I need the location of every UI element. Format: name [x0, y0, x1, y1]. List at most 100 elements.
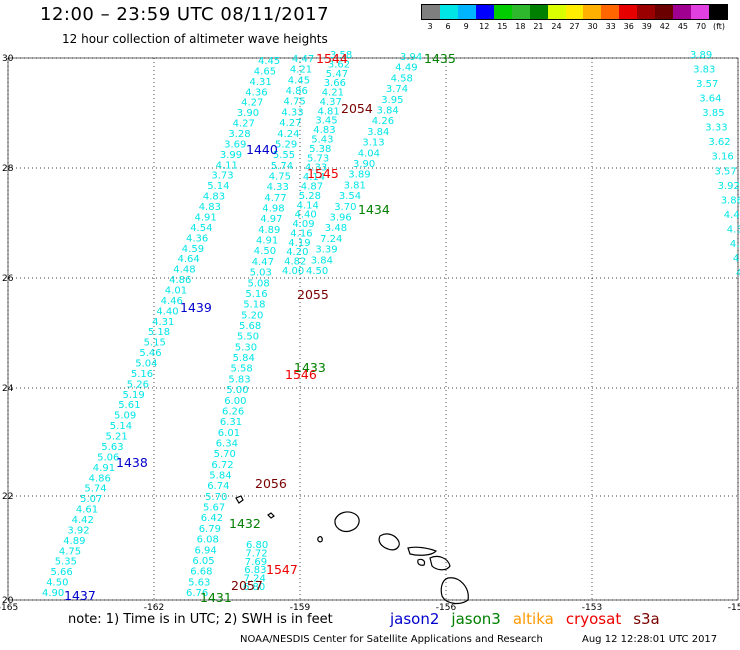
wave-height-label: 5.50 — [237, 332, 259, 343]
wave-height-label: 7.24 — [320, 234, 342, 245]
wave-height-label: 3.81 — [344, 180, 366, 191]
wave-height-label: 6.26 — [222, 406, 244, 417]
lon-tick-label: -165 — [0, 603, 18, 610]
legend-label: 24 — [551, 22, 562, 31]
wave-height-label: 3.73 — [211, 171, 233, 182]
legend-label: 21 — [533, 22, 544, 31]
satellite-name: altika — [512, 610, 554, 628]
wave-height-label: 5.00 — [226, 385, 248, 396]
legend-swatch — [583, 5, 602, 19]
legend-swatch — [619, 5, 638, 19]
credit-line: NOAA/NESDIS Center for Satellite Applica… — [240, 634, 543, 645]
wave-height-label: 3.92 — [67, 525, 89, 536]
island-hawaii — [440, 577, 469, 605]
pass-time-label: 1547 — [266, 562, 298, 577]
wave-height-label: 7.72 — [245, 548, 267, 559]
wave-height-label: 6.76 — [186, 588, 208, 599]
wave-height-label: 5.84 — [233, 353, 255, 364]
wave-height-label: 4.40 — [295, 210, 317, 221]
wave-height-label: 4.49 — [395, 63, 417, 74]
wave-height-label: 5.18 — [148, 327, 170, 338]
wave-height-label: 5.83 — [228, 374, 250, 385]
lon-tick-label: -156 — [436, 603, 457, 610]
wave-height-label: 6.79 — [199, 524, 221, 535]
wave-height-label: 4.75 — [284, 97, 306, 108]
wave-height-label: 4.45 — [288, 75, 310, 86]
pass-time-label: 1544 — [316, 51, 348, 66]
wave-height-label: 3.28 — [228, 129, 250, 140]
lon-tick-label: -150 — [728, 603, 740, 610]
legend-swatch — [691, 5, 709, 19]
wave-height-label: 5.18 — [243, 300, 265, 311]
legend-swatch — [422, 5, 440, 19]
wave-height-label: 4.65 — [254, 66, 276, 77]
wave-height-label: 3.13 — [362, 138, 384, 149]
wave-height-label: 4.91 — [195, 213, 217, 224]
wave-height-label: 4.11 — [216, 160, 238, 171]
wave-height-label: 5.15 — [144, 338, 166, 349]
wave-height-label: 4.21 — [290, 65, 312, 76]
wave-height-label: 3.95 — [381, 95, 403, 106]
wave-height-label: 7.24 — [244, 574, 266, 585]
wave-height-label: 3.74 — [386, 84, 408, 95]
legend-label: 3 — [427, 22, 433, 31]
islet-1 — [235, 495, 244, 504]
island-maui — [429, 555, 451, 571]
wave-height-label: 3.84 — [377, 106, 399, 117]
wave-height-label: 3.48 — [325, 223, 347, 234]
wave-height-label: 5.35 — [55, 557, 77, 568]
wave-height-label: 5.63 — [101, 442, 123, 453]
legend-label: 33 — [605, 22, 616, 31]
legend-label: (ft) — [713, 22, 726, 31]
lon-tick-label: -162 — [144, 603, 164, 610]
wave-height-label: 4.50 — [306, 266, 328, 277]
island-niihau — [317, 535, 323, 543]
wave-height-label: 6.80 — [246, 540, 268, 551]
wave-height-label: 3.69 — [224, 140, 246, 151]
wave-height-label: 5.74 — [84, 484, 106, 495]
legend-swatch — [601, 5, 620, 19]
wave-height-label: 3.90 — [353, 159, 375, 170]
legend-swatch — [547, 5, 566, 19]
wave-height-label: 4.40 — [156, 306, 178, 317]
wave-height-label: 5.58 — [231, 364, 253, 375]
satellite-name: jason3 — [451, 610, 501, 628]
wave-height-label: 5.06 — [97, 452, 119, 463]
wave-height-label: 4.91 — [256, 236, 278, 247]
island-oahu — [378, 533, 400, 551]
legend-label: 6 — [445, 22, 451, 31]
wave-height-label: 4.26 — [372, 116, 394, 127]
legend-swatch — [655, 5, 674, 19]
wave-height-map: -165 -162 -159 -156 -153 -150 30 28 26 24 22 20 4.4… — [0, 50, 740, 610]
wave-height-label: 4.89 — [258, 225, 280, 236]
wave-height-label: 3.70 — [334, 202, 356, 213]
map-subtitle: 12 hour collection of altimeter wave hei… — [62, 32, 328, 46]
legend-swatches — [421, 4, 728, 20]
wave-height-label: 5.26 — [127, 379, 149, 390]
legend-labels: 3 6 9 12 15 18 21 24 27 30 33 36 39 42 45 70 (ft) — [421, 22, 728, 31]
wave-height-label: 4.83 — [199, 202, 221, 213]
wave-height-label: 4.86 — [286, 86, 308, 97]
wave-height-label: 6.72 — [211, 460, 233, 471]
legend-swatch — [565, 5, 584, 19]
islet-2 — [267, 512, 275, 519]
pass-time-label: 1439 — [180, 300, 212, 315]
legend-swatch — [637, 5, 656, 19]
pass-time-label: 2054 — [341, 101, 373, 116]
wave-height-label: 5.03 — [250, 268, 272, 279]
wave-height-label: 4.47 — [724, 210, 740, 221]
color-legend: 3 6 9 12 15 18 21 24 27 30 33 36 39 42 45 70 (ft) — [421, 4, 728, 31]
wave-height-label: 6.08 — [197, 535, 219, 546]
wave-height-label: 3.99 — [220, 150, 242, 161]
wave-height-label: 5.84 — [209, 471, 231, 482]
pass-time-label: 2057 — [231, 578, 263, 593]
wave-height-label: 4.36 — [245, 87, 267, 98]
pass-time-label: 2056 — [255, 476, 287, 491]
pass-time-label: 1433 — [294, 360, 326, 375]
wave-height-label: 5.67 — [203, 503, 225, 514]
wave-height-label: 4.59 — [182, 244, 204, 255]
wave-height-label: 3.39 — [315, 245, 337, 256]
footnote: note: 1) Time is in UTC; 2) SWH is in fe… — [68, 612, 333, 627]
wave-height-label: 3.86 — [721, 195, 740, 206]
satellite-name: jason2 — [390, 610, 440, 628]
